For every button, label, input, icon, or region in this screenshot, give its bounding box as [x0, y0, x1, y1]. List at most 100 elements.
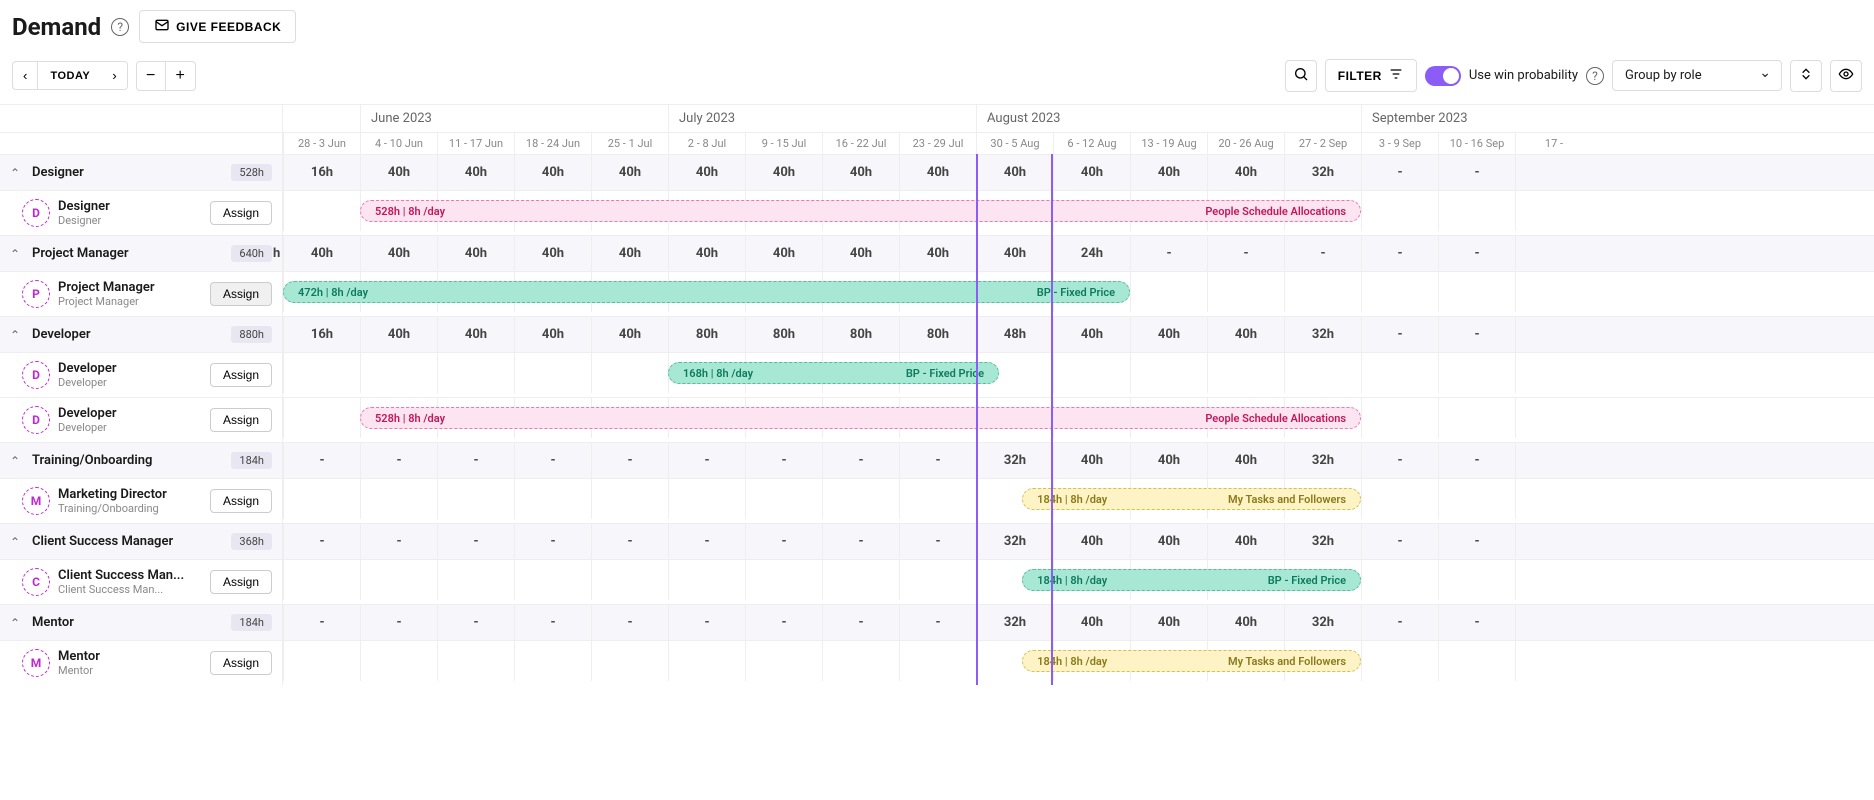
allocation-bar[interactable]: 528h | 8h /day People Schedule Allocatio…: [360, 200, 1361, 222]
role-group-row: ⌃ Project Manager 640h h40h40h40h40h40h4…: [0, 235, 1874, 271]
hours-cell: -: [1438, 605, 1515, 640]
bar-hours-label: 184h | 8h /day: [1037, 574, 1107, 587]
collapse-icon[interactable]: ⌃: [10, 328, 24, 342]
role-group-row: ⌃ Client Success Manager 368h ---------3…: [0, 523, 1874, 559]
search-icon: [1293, 66, 1309, 85]
give-feedback-button[interactable]: GIVE FEEDBACK: [139, 10, 296, 43]
hours-cell: 40h: [899, 155, 976, 190]
week-header: 3 - 9 Sep: [1361, 133, 1438, 154]
assign-button[interactable]: Assign: [210, 201, 272, 225]
collapse-icon[interactable]: ⌃: [10, 616, 24, 630]
person-row: D Developer Developer Assign 528h | 8h /…: [0, 397, 1874, 442]
win-probability-toggle[interactable]: [1425, 66, 1461, 86]
hours-cell: -: [591, 443, 668, 478]
expand-button[interactable]: [1790, 60, 1822, 92]
week-header: 23 - 29 Jul: [899, 133, 976, 154]
plus-icon: +: [176, 67, 185, 85]
role-name: Mentor: [32, 615, 223, 630]
allocation-bar[interactable]: 168h | 8h /day BP - Fixed Price: [668, 362, 999, 384]
hours-cell: -: [822, 605, 899, 640]
allocation-bar[interactable]: 184h | 8h /day My Tasks and Followers: [1022, 488, 1361, 510]
hours-cell: -: [591, 605, 668, 640]
week-header: 25 - 1 Jul: [591, 133, 668, 154]
hours-cell: -: [745, 443, 822, 478]
filter-icon: [1388, 66, 1404, 85]
assign-button[interactable]: Assign: [210, 408, 272, 432]
visibility-button[interactable]: [1830, 60, 1862, 92]
allocation-bar[interactable]: 528h | 8h /day People Schedule Allocatio…: [360, 407, 1361, 429]
group-by-select[interactable]: Group by role: [1612, 60, 1782, 91]
hours-cell: 40h: [1207, 443, 1284, 478]
hours-cell: -: [1438, 524, 1515, 559]
hours-cell: -: [1361, 524, 1438, 559]
week-header: 18 - 24 Jun: [514, 133, 591, 154]
assign-button[interactable]: Assign: [210, 570, 272, 594]
collapse-icon[interactable]: ⌃: [10, 166, 24, 180]
assign-button[interactable]: Assign: [210, 489, 272, 513]
hours-cell: 40h: [976, 155, 1053, 190]
person-name: Client Success Man...: [58, 568, 202, 583]
zoom-out-button[interactable]: −: [136, 61, 166, 91]
hours-cell: -: [899, 524, 976, 559]
role-total-hours: 184h: [231, 614, 272, 631]
person-row: M Marketing Director Training/Onboarding…: [0, 478, 1874, 523]
hours-cell: 40h: [668, 155, 745, 190]
hours-cell: 80h: [822, 317, 899, 352]
allocation-bar[interactable]: 184h | 8h /day BP - Fixed Price: [1022, 569, 1361, 591]
hours-cell: 80h: [745, 317, 822, 352]
person-name: Project Manager: [58, 280, 202, 295]
assign-button[interactable]: Assign: [210, 363, 272, 387]
chevron-left-icon: ‹: [23, 68, 27, 83]
hours-cell: [1515, 155, 1592, 190]
hours-cell: -: [1438, 443, 1515, 478]
collapse-icon[interactable]: ⌃: [10, 535, 24, 549]
hours-cell: -: [745, 524, 822, 559]
filter-button[interactable]: FILTER: [1325, 59, 1417, 92]
hours-cell: 32h: [976, 524, 1053, 559]
help-icon[interactable]: ?: [111, 18, 129, 36]
role-name: Training/Onboarding: [32, 453, 223, 468]
person-name: Developer: [58, 406, 202, 421]
hours-cell: 40h: [514, 155, 591, 190]
month-header: September 2023: [1361, 105, 1592, 132]
hours-cell: 40h: [360, 236, 437, 271]
hours-cell: 40h: [514, 317, 591, 352]
week-header: 9 - 15 Jul: [745, 133, 822, 154]
hours-cell: 40h: [1130, 317, 1207, 352]
chevron-right-icon: ›: [112, 68, 116, 83]
hours-cell: -: [1361, 155, 1438, 190]
hours-cell: -: [745, 605, 822, 640]
search-button[interactable]: [1285, 60, 1317, 92]
role-group-row: ⌃ Designer 528h 16h40h40h40h40h40h40h40h…: [0, 154, 1874, 190]
assign-button[interactable]: Assign: [210, 651, 272, 675]
hours-cell: -: [1284, 236, 1361, 271]
collapse-icon[interactable]: ⌃: [10, 247, 24, 261]
hours-cell: -: [360, 524, 437, 559]
week-header: 27 - 2 Sep: [1284, 133, 1361, 154]
toggle-help-icon[interactable]: ?: [1586, 67, 1604, 85]
next-button[interactable]: ›: [102, 61, 127, 90]
feedback-label: GIVE FEEDBACK: [176, 20, 281, 34]
role-total-hours: 184h: [231, 452, 272, 469]
assign-button[interactable]: Assign: [210, 282, 272, 306]
week-header: 16 - 22 Jul: [822, 133, 899, 154]
hours-cell: 40h: [1130, 605, 1207, 640]
prev-button[interactable]: ‹: [12, 61, 38, 90]
role-group-row: ⌃ Mentor 184h ---------32h40h40h40h32h--: [0, 604, 1874, 640]
role-group-row: ⌃ Developer 880h 16h40h40h40h40h80h80h80…: [0, 316, 1874, 352]
collapse-icon[interactable]: ⌃: [10, 454, 24, 468]
avatar: D: [22, 361, 50, 389]
hours-cell: 24h: [1053, 236, 1130, 271]
allocation-bar[interactable]: 472h | 8h /day BP - Fixed Price: [283, 281, 1130, 303]
today-button[interactable]: TODAY: [38, 61, 102, 90]
role-group-row: ⌃ Training/Onboarding 184h ---------32h4…: [0, 442, 1874, 478]
hours-cell: 40h: [1053, 443, 1130, 478]
bar-project-label: BP - Fixed Price: [1268, 574, 1346, 587]
zoom-in-button[interactable]: +: [166, 61, 196, 91]
hours-cell: 40h: [1053, 317, 1130, 352]
eye-icon: [1838, 66, 1854, 85]
allocation-bar[interactable]: 184h | 8h /day My Tasks and Followers: [1022, 650, 1361, 672]
hours-cell: 32h: [976, 443, 1053, 478]
hours-cell: 40h: [822, 155, 899, 190]
hours-cell: 40h: [591, 236, 668, 271]
